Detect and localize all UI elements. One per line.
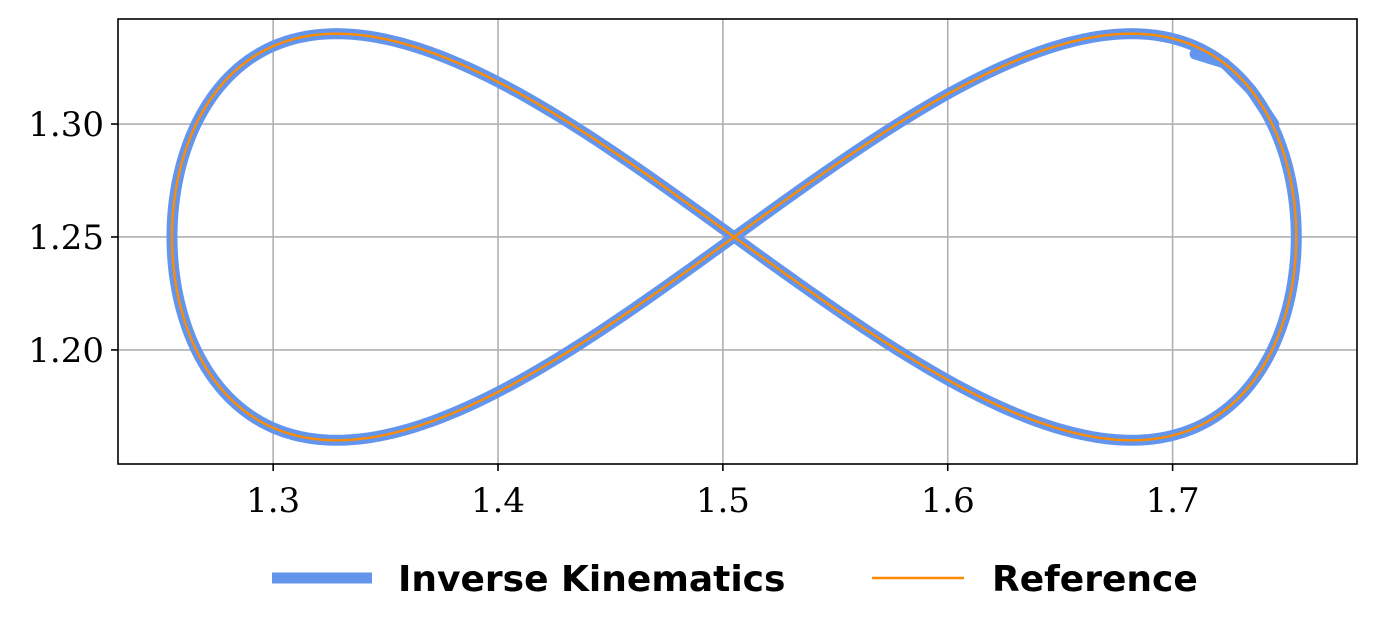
legend-label-inverse-kinematics: Inverse Kinematics (398, 559, 785, 600)
legend: Inverse Kinematics Reference (272, 559, 1198, 600)
y-tick-label: 1.25 (28, 218, 104, 258)
legend-label-reference: Reference (992, 559, 1198, 600)
series-layer (166, 28, 1302, 446)
series-segment-inverse-kinematics (1189, 48, 1280, 130)
x-tick-label: 1.3 (246, 481, 300, 521)
y-tick-layer: 1.20 1.25 1.30 (28, 105, 118, 371)
y-tick-label: 1.20 (28, 331, 104, 371)
y-tick-label: 1.30 (28, 105, 104, 145)
plot-frame (117, 18, 1358, 465)
x-tick-label: 1.7 (1146, 481, 1200, 521)
x-tick-label: 1.5 (696, 481, 750, 521)
x-tick-label: 1.4 (471, 481, 525, 521)
series-line-reference (170, 32, 1298, 442)
x-tick-layer: 1.3 1.4 1.5 1.6 1.7 (246, 464, 1200, 521)
x-tick-label: 1.6 (921, 481, 975, 521)
